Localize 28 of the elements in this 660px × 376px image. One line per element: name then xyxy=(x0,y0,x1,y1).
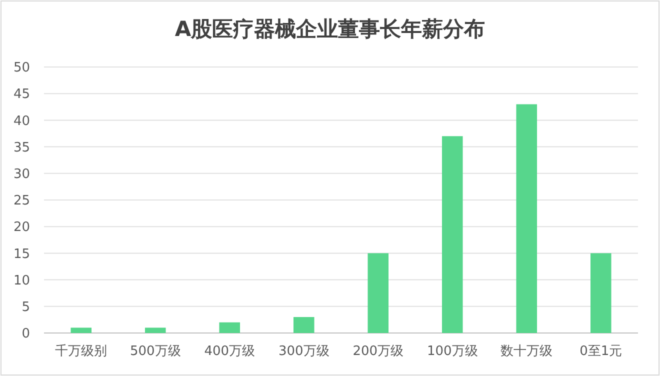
y-tick-label: 35 xyxy=(13,140,30,156)
bar xyxy=(516,104,538,333)
y-tick-label: 0 xyxy=(22,326,30,342)
x-tick-label: 500万级 xyxy=(130,344,181,359)
x-tick-label: 300万级 xyxy=(278,344,330,359)
bar xyxy=(368,253,389,333)
y-tick-label: 40 xyxy=(13,114,30,129)
y-tick-label: 30 xyxy=(13,166,30,182)
bar xyxy=(70,328,92,333)
x-tick-label: 0至1元 xyxy=(580,344,622,359)
y-tick-label: 25 xyxy=(13,194,30,209)
bar xyxy=(442,136,463,333)
x-tick-label: 千万级别 xyxy=(55,344,108,359)
chart-title: A股医疗器械企业董事长年薪分布 xyxy=(174,17,486,41)
y-tick-label: 50 xyxy=(13,60,30,76)
y-tick-label: 45 xyxy=(13,87,30,102)
x-tick-label: 100万级 xyxy=(426,344,478,359)
y-tick-label: 15 xyxy=(13,246,30,262)
y-tick-label: 20 xyxy=(13,220,30,236)
x-tick-label: 200万级 xyxy=(352,344,404,359)
y-tick-label: 10 xyxy=(13,273,30,288)
bar xyxy=(219,322,240,333)
x-tick-label: 400万级 xyxy=(204,344,256,359)
bar xyxy=(144,328,166,333)
y-tick-label: 5 xyxy=(22,300,30,315)
bar xyxy=(590,253,612,333)
x-tick-label: 数十万级 xyxy=(500,344,553,359)
bar xyxy=(293,317,314,333)
